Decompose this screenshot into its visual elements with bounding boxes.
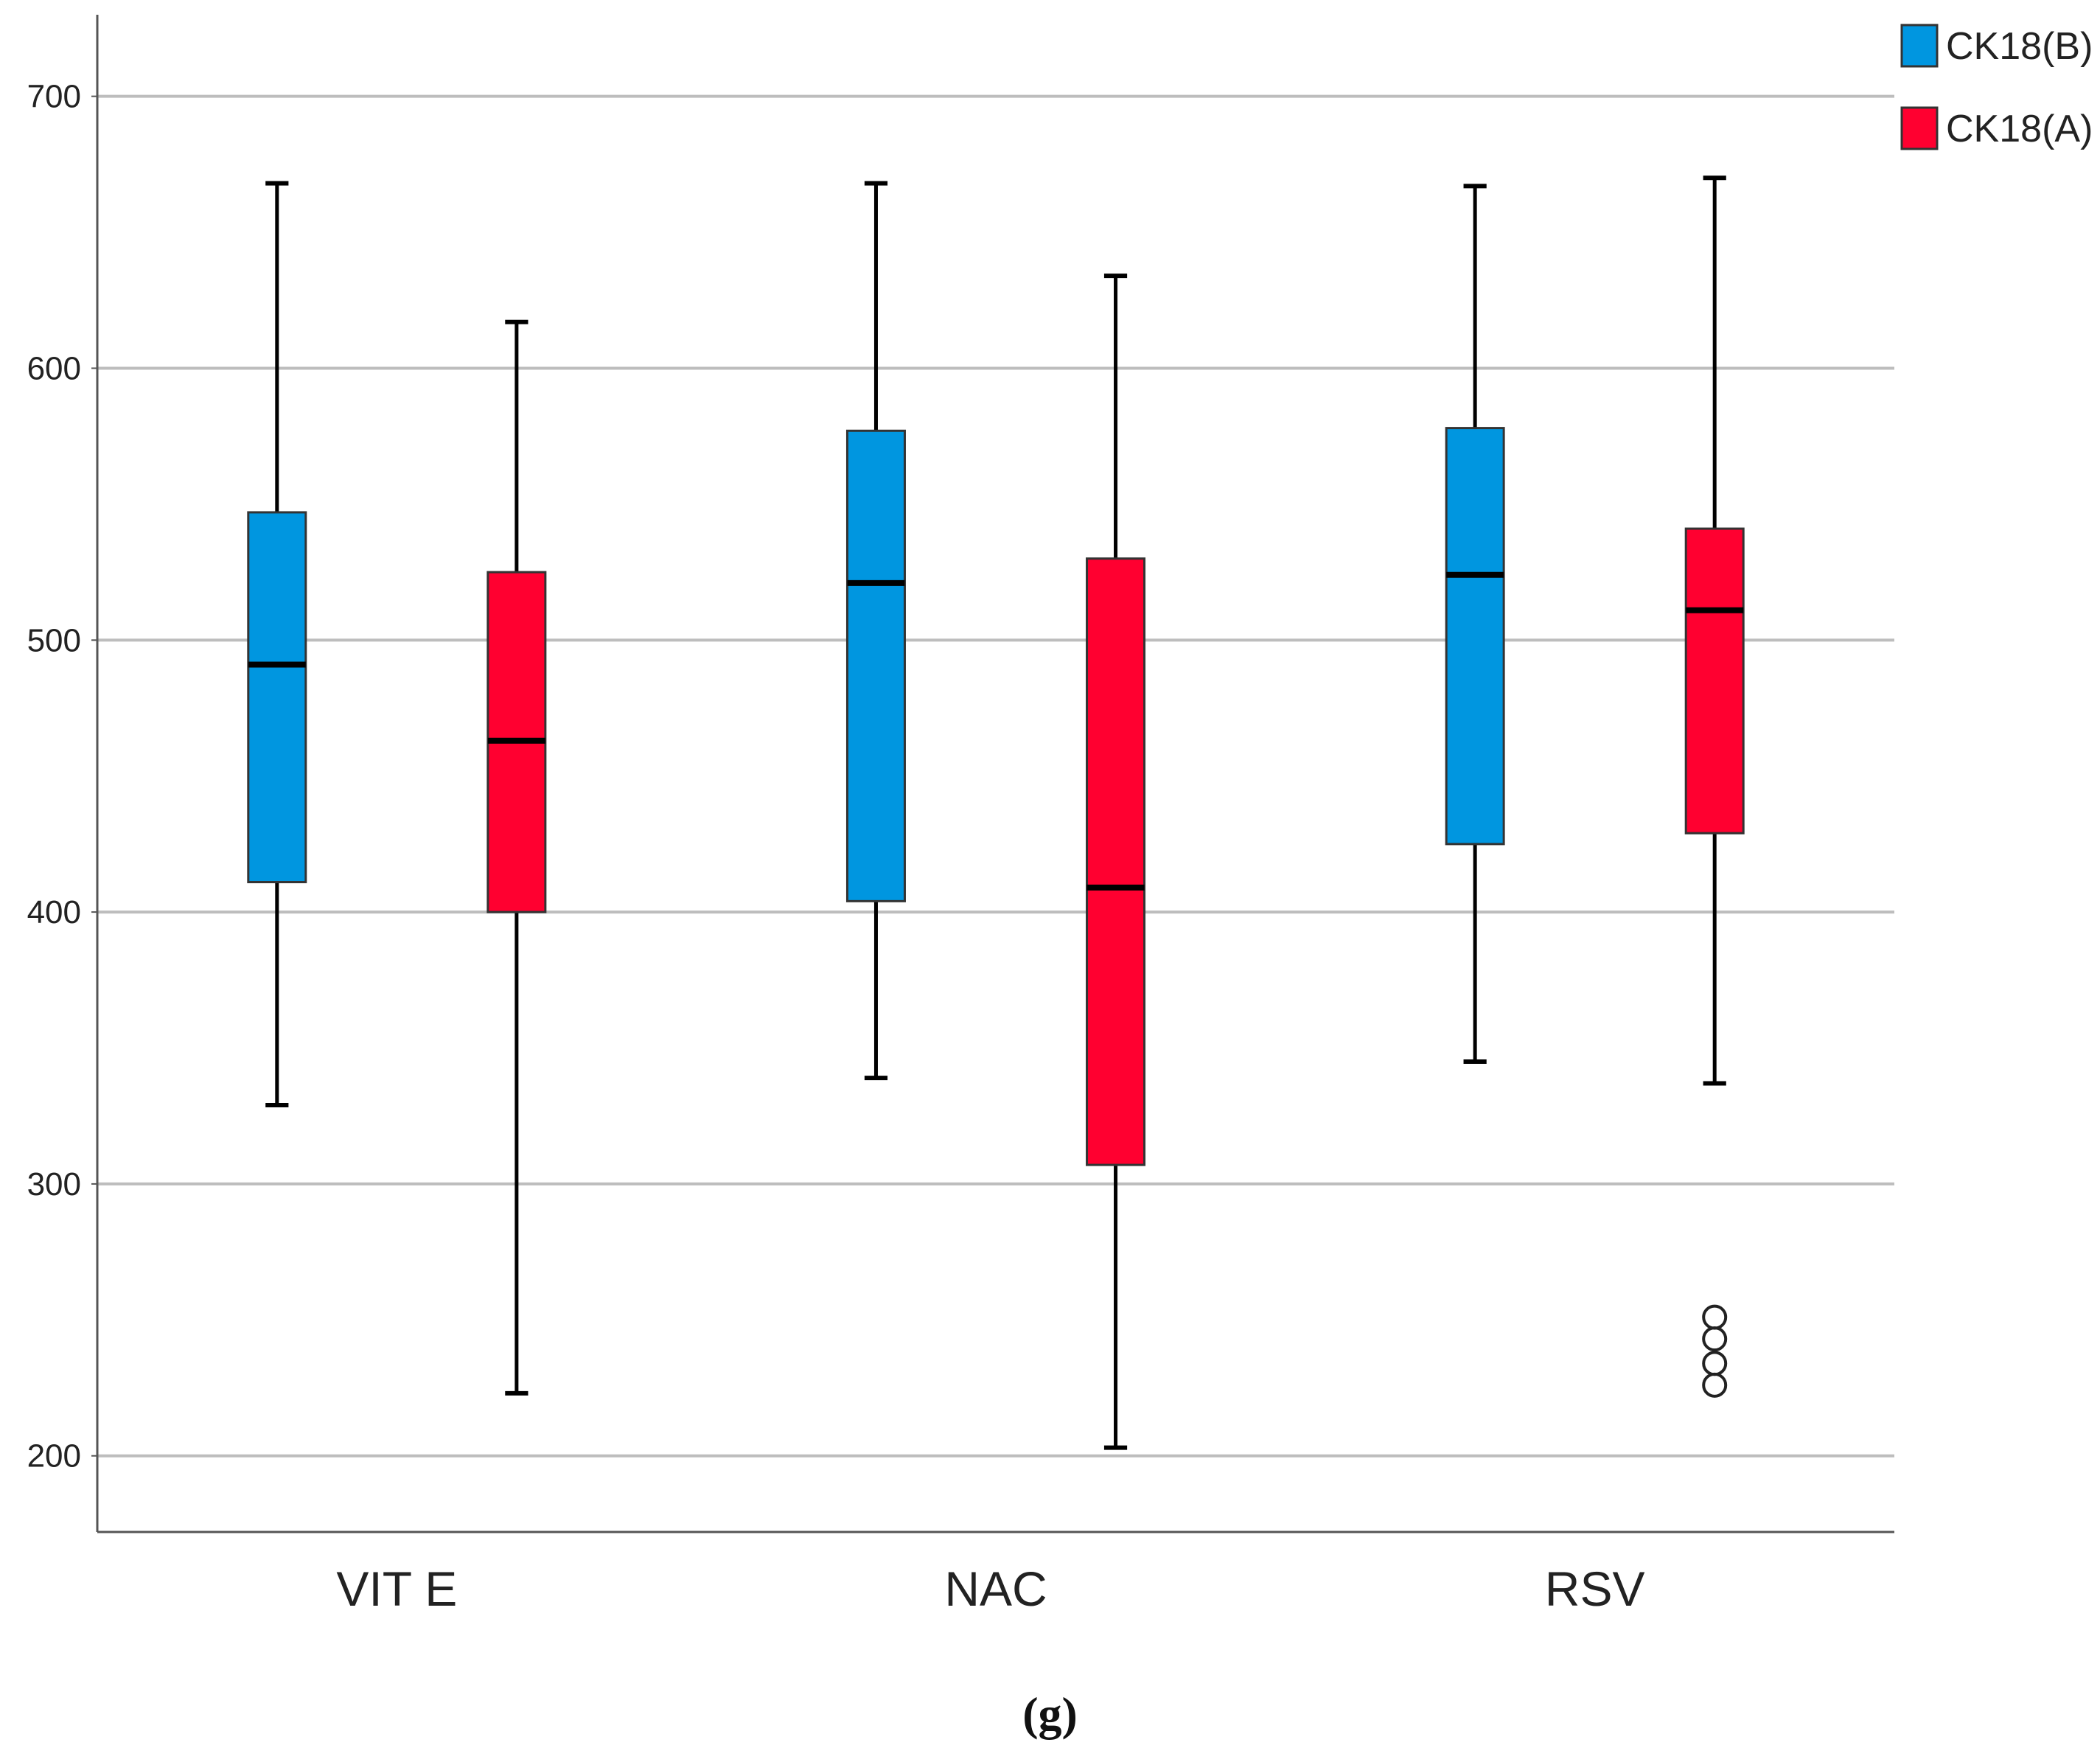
legend-label: CK18(B) bbox=[1946, 25, 2093, 68]
box-CK18(A)-NAC bbox=[1086, 274, 1146, 1450]
outlier-point bbox=[1702, 1304, 1728, 1330]
outlier-point bbox=[1702, 1351, 1728, 1376]
box-iqr bbox=[1684, 527, 1745, 835]
legend: CK18(B) CK18(A) bbox=[1900, 24, 2093, 150]
y-tick-label: 200 bbox=[27, 1438, 81, 1474]
box-CK18(B)-RSV bbox=[1445, 184, 1505, 1064]
y-tick-label: 500 bbox=[27, 622, 81, 658]
outlier-point bbox=[1702, 1372, 1728, 1398]
figure-caption: (g) bbox=[1022, 1688, 1078, 1740]
y-tick-label: 300 bbox=[27, 1166, 81, 1202]
box-CK18(A)-RSV bbox=[1684, 175, 1745, 1398]
gridlines bbox=[97, 94, 1894, 1458]
x-tick-label: RSV bbox=[1545, 1561, 1645, 1616]
y-tick-label: 700 bbox=[27, 79, 81, 115]
box-CK18(B)-NAC bbox=[845, 181, 906, 1081]
axes: 200 300 400 500 600 700 VIT E NAC RSV bbox=[27, 15, 1894, 1616]
x-tick-label: NAC bbox=[944, 1561, 1047, 1616]
legend-label: CK18(A) bbox=[1946, 108, 2093, 150]
box-CK18(A)-VIT-E bbox=[486, 319, 547, 1396]
boxes bbox=[247, 175, 1745, 1450]
outlier-point bbox=[1702, 1326, 1728, 1352]
legend-swatch bbox=[1900, 106, 1939, 150]
x-tick-label: VIT E bbox=[336, 1561, 457, 1616]
box-iqr bbox=[845, 429, 906, 902]
box-iqr bbox=[1086, 557, 1146, 1166]
y-tick-label: 600 bbox=[27, 350, 81, 386]
y-tick-label: 400 bbox=[27, 894, 81, 930]
box-iqr bbox=[1445, 427, 1505, 846]
box-CK18(B)-VIT-E bbox=[247, 181, 307, 1107]
legend-swatch bbox=[1900, 24, 1939, 68]
box-iqr bbox=[247, 511, 307, 884]
